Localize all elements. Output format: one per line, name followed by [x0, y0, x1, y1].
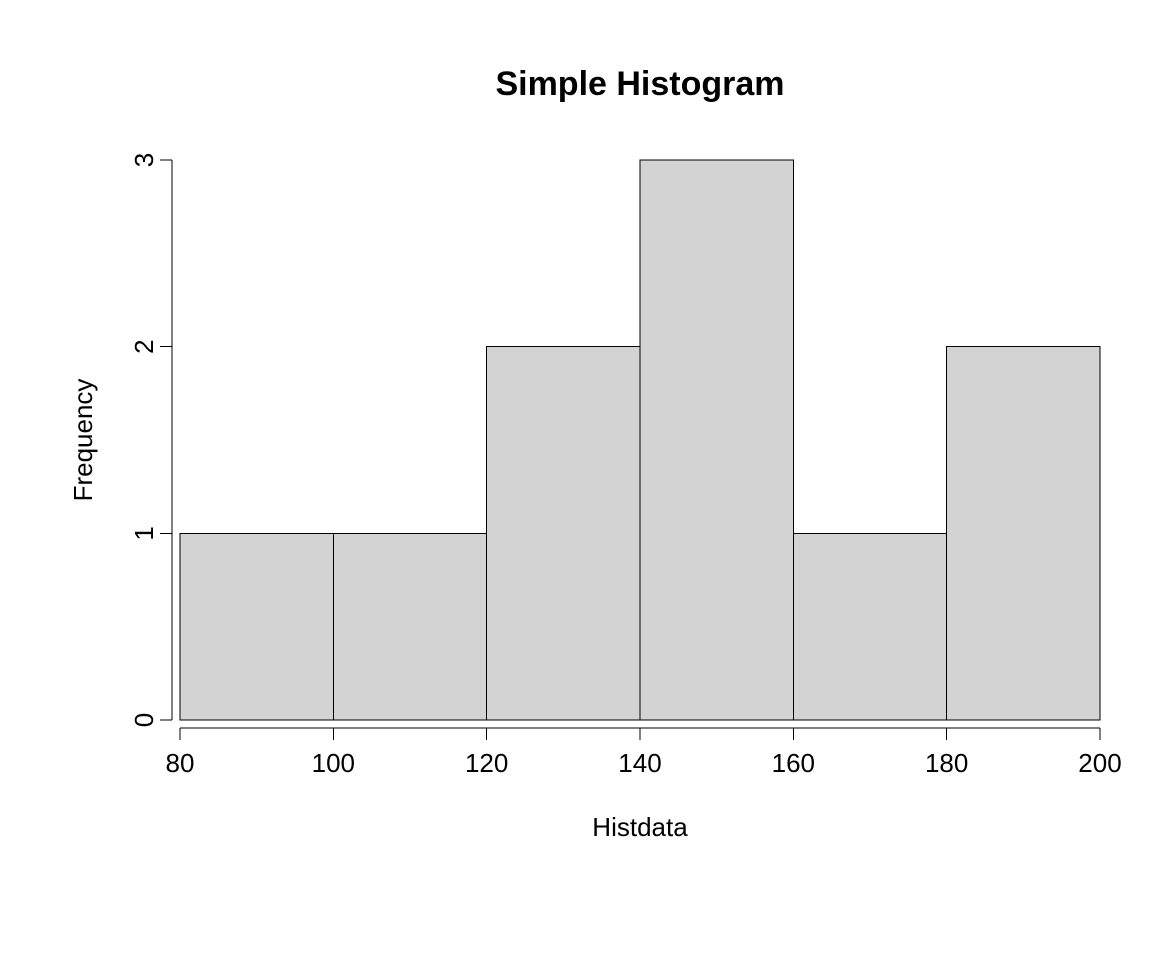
x-tick-label: 200 — [1078, 748, 1121, 778]
x-axis: 80 100 120 140 160 180 200 — [166, 728, 1122, 778]
x-axis-label: Histdata — [592, 812, 688, 842]
histogram-chart: Simple Histogram 80 100 120 140 160 180 200 0 1… — [0, 0, 1152, 960]
histogram-bar — [180, 533, 333, 720]
histogram-bar — [487, 347, 640, 720]
x-tick-label: 160 — [772, 748, 815, 778]
histogram-bar — [947, 347, 1100, 720]
histogram-bar — [640, 160, 793, 720]
y-tick-label: 3 — [129, 153, 159, 167]
x-tick-label: 180 — [925, 748, 968, 778]
x-tick-label: 80 — [166, 748, 195, 778]
y-axis-label: Frequency — [68, 379, 98, 502]
y-tick-label: 2 — [129, 339, 159, 353]
x-tick-label: 120 — [465, 748, 508, 778]
y-axis: 0 1 2 3 — [129, 153, 172, 727]
x-tick-label: 100 — [312, 748, 355, 778]
y-tick-label: 1 — [129, 526, 159, 540]
y-tick-label: 0 — [129, 713, 159, 727]
histogram-bar — [333, 533, 486, 720]
x-tick-label: 140 — [618, 748, 661, 778]
histogram-bar — [793, 533, 946, 720]
chart-title: Simple Histogram — [495, 65, 784, 103]
histogram-bars — [180, 160, 1100, 720]
